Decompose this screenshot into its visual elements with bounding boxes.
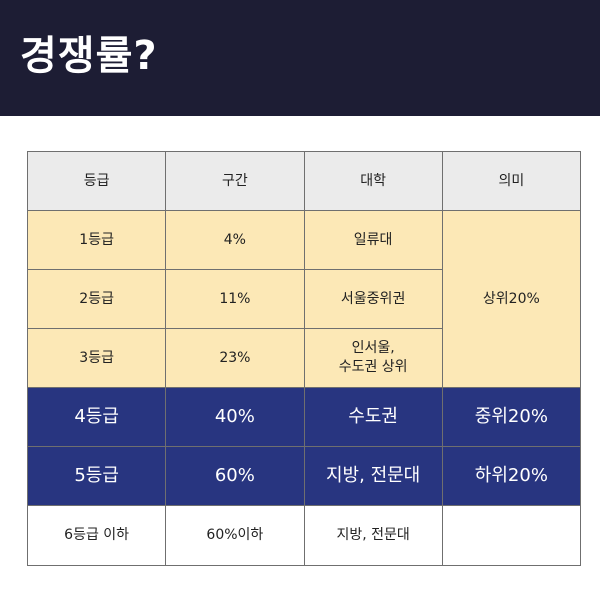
range-cell: 11%: [165, 269, 305, 329]
column-header-range: 구간: [165, 151, 305, 211]
column-header-meaning: 의미: [441, 151, 582, 211]
column-header-univ: 대학: [303, 151, 443, 211]
grade-cell: 3등급: [26, 328, 167, 388]
grade-cell: 6등급 이하: [26, 505, 167, 566]
univ-cell: 인서울, 수도권 상위: [303, 328, 443, 388]
meaning-cell-merged: 상위20%: [441, 210, 582, 388]
range-cell: 60%: [165, 446, 305, 506]
univ-cell: 수도권: [303, 387, 443, 447]
table-header-row: 등급 구간 대학 의미: [26, 151, 582, 211]
table-row: 6등급 이하 60%이하 지방, 전문대: [26, 505, 582, 566]
grade-cell: 1등급: [26, 210, 167, 270]
table-row: 4등급 40% 수도권 중위20%: [26, 387, 582, 447]
grade-cell: 5등급: [26, 446, 167, 506]
grade-cell: 2등급: [26, 269, 167, 329]
univ-cell: 지방, 전문대: [303, 446, 443, 506]
meaning-cell: 중위20%: [441, 387, 582, 447]
table-row: 5등급 60% 지방, 전문대 하위20%: [26, 446, 582, 506]
univ-line-1: 인서울,: [351, 340, 395, 357]
univ-cell: 지방, 전문대: [303, 505, 443, 566]
title-banner: 경쟁률?: [0, 0, 600, 116]
univ-line-2: 수도권 상위: [338, 359, 408, 375]
meaning-cell: [441, 505, 582, 566]
page-title: 경쟁률?: [20, 33, 158, 79]
range-cell: 23%: [165, 328, 305, 388]
grade-cell: 4등급: [26, 387, 167, 447]
meaning-cell: 하위20%: [441, 446, 582, 506]
range-cell: 4%: [165, 210, 305, 270]
table-row: 2등급 11% 서울중위권: [26, 269, 581, 329]
range-cell: 40%: [165, 387, 305, 447]
univ-cell: 서울중위권: [303, 269, 443, 329]
table-row: 1등급 4% 일류대 상위20%: [26, 210, 582, 388]
grade-table: 등급 구간 대학 의미 1등급 4% 일류대 상위20% 2등급 11% 서울중…: [26, 151, 582, 566]
table-row: 3등급 23% 인서울, 수도권 상위: [26, 328, 581, 388]
univ-cell: 일류대: [303, 210, 443, 270]
column-header-grade: 등급: [26, 151, 167, 211]
range-cell: 60%이하: [165, 505, 305, 566]
